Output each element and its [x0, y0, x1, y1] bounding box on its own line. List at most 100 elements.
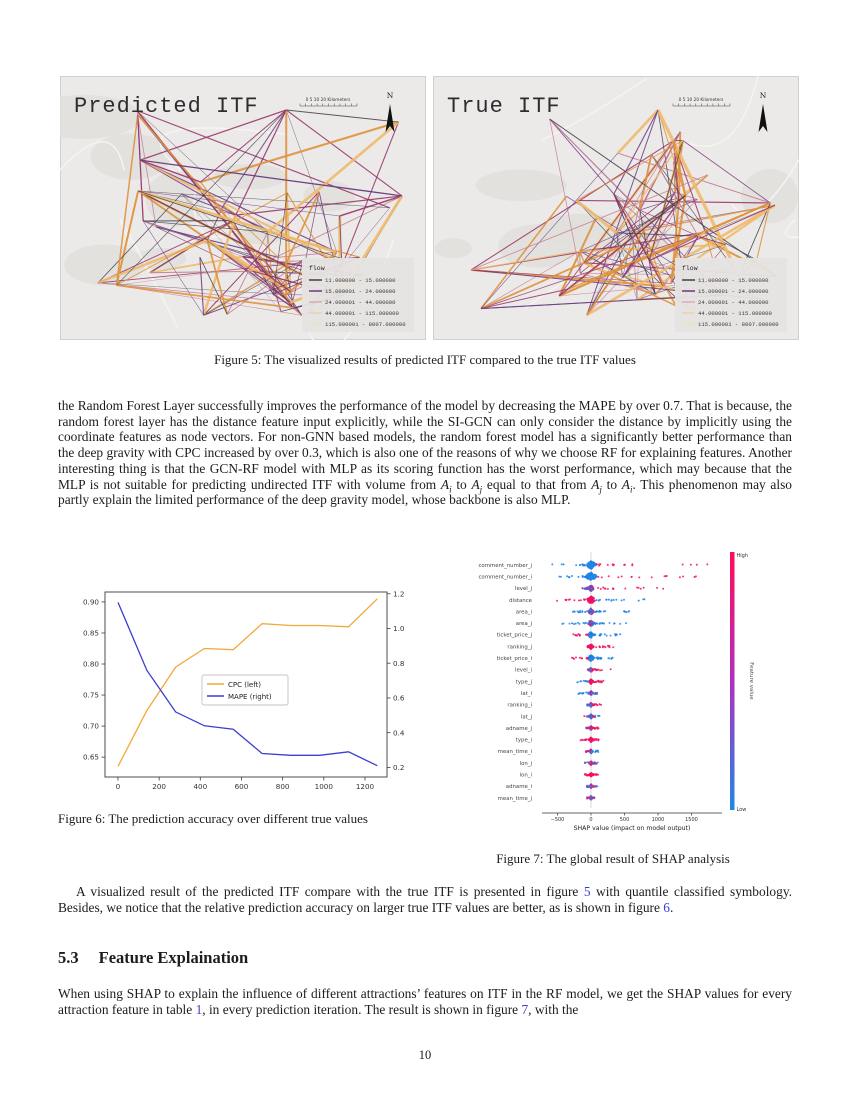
feature-label: lat_j	[521, 714, 532, 720]
svg-text:0.8: 0.8	[393, 659, 405, 668]
map-scalebar-label: 0 5 10 20 Kilometers	[679, 97, 725, 103]
paragraph-random-forest-discussion: the Random Forest Layer successfully imp…	[58, 398, 792, 508]
svg-text:800: 800	[276, 782, 290, 791]
colorbar-low-label: Low	[737, 807, 747, 813]
map-legend-item: 24.000001 - 44.000000	[698, 299, 769, 306]
north-arrow-label: N	[387, 91, 394, 100]
cpc-mape-chart: 0.65 0.70 0.75 0.80 0.85 0.90 0.2 0.4 0.6 0.8 1.0 1…	[83, 589, 405, 791]
paragraph-shap-intro: When using SHAP to explain the influence…	[58, 986, 792, 1017]
svg-text:200: 200	[152, 782, 166, 791]
feature-label: comment_number_j	[478, 563, 532, 569]
svg-text:0.80: 0.80	[83, 660, 99, 669]
feature-label: area_i	[516, 609, 532, 615]
feature-label: lon_i	[520, 773, 532, 779]
map-legend-title: flow	[682, 265, 698, 272]
flow-map-predicted-itf: Predicted ITF 0 5 10 20 KilometersNflow11…	[60, 76, 426, 340]
colorbar-high-label: High	[737, 553, 749, 559]
cross-reference-link[interactable]: 7	[521, 1001, 529, 1017]
feature-label: type_i	[516, 738, 532, 744]
cross-reference-link[interactable]: 1	[195, 1001, 203, 1017]
svg-text:1000: 1000	[652, 817, 665, 823]
feature-label: lat_i	[521, 691, 532, 697]
svg-text:1.2: 1.2	[393, 589, 404, 598]
map-legend-item: 15.000001 - 24.000000	[698, 288, 769, 295]
feature-label: distance	[509, 598, 533, 604]
map-legend-item: 115.000001 - 8007.000000	[325, 321, 406, 328]
feature-label: area_j	[516, 621, 532, 627]
feature-label: level_j	[515, 586, 532, 592]
map-legend-item: 115.000001 - 8007.000000	[698, 321, 779, 328]
north-arrow-label: N	[760, 91, 767, 100]
map-legend-item: 44.000001 - 115.000000	[698, 310, 772, 317]
feature-label: ranking_i	[507, 703, 532, 709]
north-arrow-icon	[385, 104, 395, 132]
feature-label: ticket_price_i	[497, 656, 532, 662]
svg-text:400: 400	[193, 782, 207, 791]
svg-text:0: 0	[116, 782, 121, 791]
chart-legend	[201, 674, 289, 706]
section-number: 5.3	[58, 948, 79, 967]
svg-text:0.65: 0.65	[83, 753, 99, 762]
figure5-caption: Figure 5: The visualized results of pred…	[214, 352, 636, 367]
svg-text:1.0: 1.0	[393, 624, 405, 633]
feature-label: ticket_price_j	[497, 633, 532, 639]
shap-xaxis-label: SHAP value (impact on model output)	[574, 825, 691, 832]
math-variable: A	[440, 476, 450, 492]
svg-text:0.2: 0.2	[393, 763, 404, 772]
feature-label: type_j	[516, 679, 532, 685]
figure6-caption: Figure 6: The prediction accuracy over d…	[58, 811, 368, 826]
map-legend-title: flow	[309, 265, 325, 272]
feature-label: adname_j	[506, 726, 532, 732]
cross-reference-link[interactable]: 6	[663, 899, 670, 915]
map-scalebar-label: 0 5 10 20 Kilometers	[306, 97, 352, 103]
map-legend-item: 24.000001 - 44.000000	[325, 299, 396, 306]
figure7-caption: Figure 7: The global result of SHAP anal…	[496, 851, 730, 866]
figure-6-line-chart: 0.65 0.70 0.75 0.80 0.85 0.90 0.2 0.4 0.6 0.8 1.0 1…	[75, 558, 425, 808]
feature-label: mean_time_i	[498, 749, 532, 755]
svg-text:0.90: 0.90	[83, 598, 99, 607]
svg-text:1000: 1000	[315, 782, 334, 791]
map-legend	[675, 258, 787, 332]
svg-text:0.75: 0.75	[83, 691, 99, 700]
shap-beeswarm-chart: comment_number_j comment_number_i level_jd…	[478, 552, 754, 832]
svg-text:0.6: 0.6	[393, 694, 405, 703]
page-number: 10	[418, 1048, 432, 1062]
cross-reference-link[interactable]: 5	[583, 884, 591, 899]
map-legend-item: 15.000001 - 24.000000	[325, 288, 396, 295]
feature-label: adname_i	[506, 784, 532, 790]
feature-label: level_i	[515, 668, 532, 674]
svg-text:0.85: 0.85	[83, 629, 99, 638]
map-title: Predicted ITF	[74, 94, 259, 119]
svg-text:0.70: 0.70	[83, 722, 99, 731]
feature-label: comment_number_i	[478, 574, 532, 580]
map-legend-item: 11.000000 - 15.000000	[698, 277, 769, 284]
svg-text:−500: −500	[551, 817, 565, 823]
chart-legend-label: CPC (left)	[228, 681, 261, 689]
math-variable: A	[471, 476, 480, 492]
feature-label: ranking_j	[507, 644, 532, 650]
svg-text:1200: 1200	[356, 782, 375, 791]
feature-label: mean_time_j	[498, 796, 532, 802]
section-heading-feature-explaination: 5.3 Feature Explaination	[58, 948, 248, 968]
math-variable: A	[621, 476, 630, 492]
svg-text:0: 0	[589, 817, 592, 823]
map-legend-item: 11.000000 - 15.000000	[325, 277, 396, 284]
colorbar-axis-label: Feature value	[748, 662, 754, 700]
math-variable: A	[591, 476, 600, 492]
paragraph-visualized-result: A visualized result of the predicted ITF…	[58, 884, 792, 915]
series-CPC (left)	[117, 598, 378, 767]
svg-text:500: 500	[620, 817, 630, 823]
north-arrow-icon	[758, 104, 768, 132]
chart-legend-label: MAPE (right)	[228, 693, 272, 701]
svg-text:600: 600	[235, 782, 249, 791]
map-legend	[302, 258, 414, 332]
svg-text:0.4: 0.4	[393, 728, 405, 737]
svg-text:1500: 1500	[685, 817, 698, 823]
flow-map-true-itf: True ITF 0 5 10 20 Kilometers Nflow11.0000…	[433, 76, 799, 340]
series-MAPE (right)	[117, 602, 378, 767]
feature-value-colorbar	[730, 552, 735, 810]
